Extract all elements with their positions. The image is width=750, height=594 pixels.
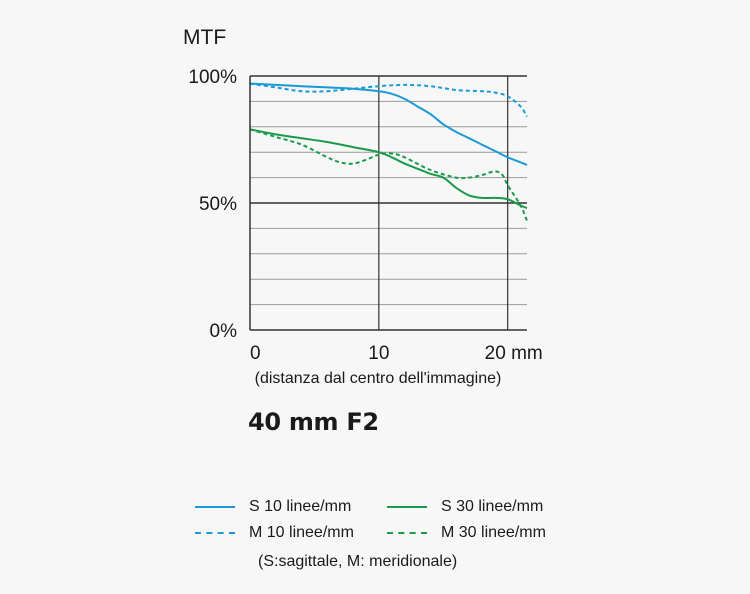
x-axis-label: (distanza dal centro dell'immagine) xyxy=(255,370,502,387)
chart-title: MTF xyxy=(183,26,226,49)
y-tick-label-50: 50% xyxy=(199,194,237,215)
x-tick-label-10: 10 xyxy=(368,343,389,364)
x-tick-label-0: 0 xyxy=(250,343,261,364)
grid xyxy=(250,75,527,330)
product-title: 40 mm F2 xyxy=(248,408,379,436)
y-tick-label-100: 100% xyxy=(188,67,237,88)
y-tick-label-0: 0% xyxy=(210,321,238,342)
series-line-3 xyxy=(249,128,528,222)
tick-labels: 0% 50% 100% 0 10 20 mm xyxy=(188,67,542,364)
axes xyxy=(249,76,527,331)
series-lines xyxy=(249,82,528,222)
series-line-2 xyxy=(249,128,528,210)
series-line-1 xyxy=(249,82,528,118)
series-line-0 xyxy=(249,82,528,166)
x-tick-label-20: 20 mm xyxy=(485,343,543,364)
